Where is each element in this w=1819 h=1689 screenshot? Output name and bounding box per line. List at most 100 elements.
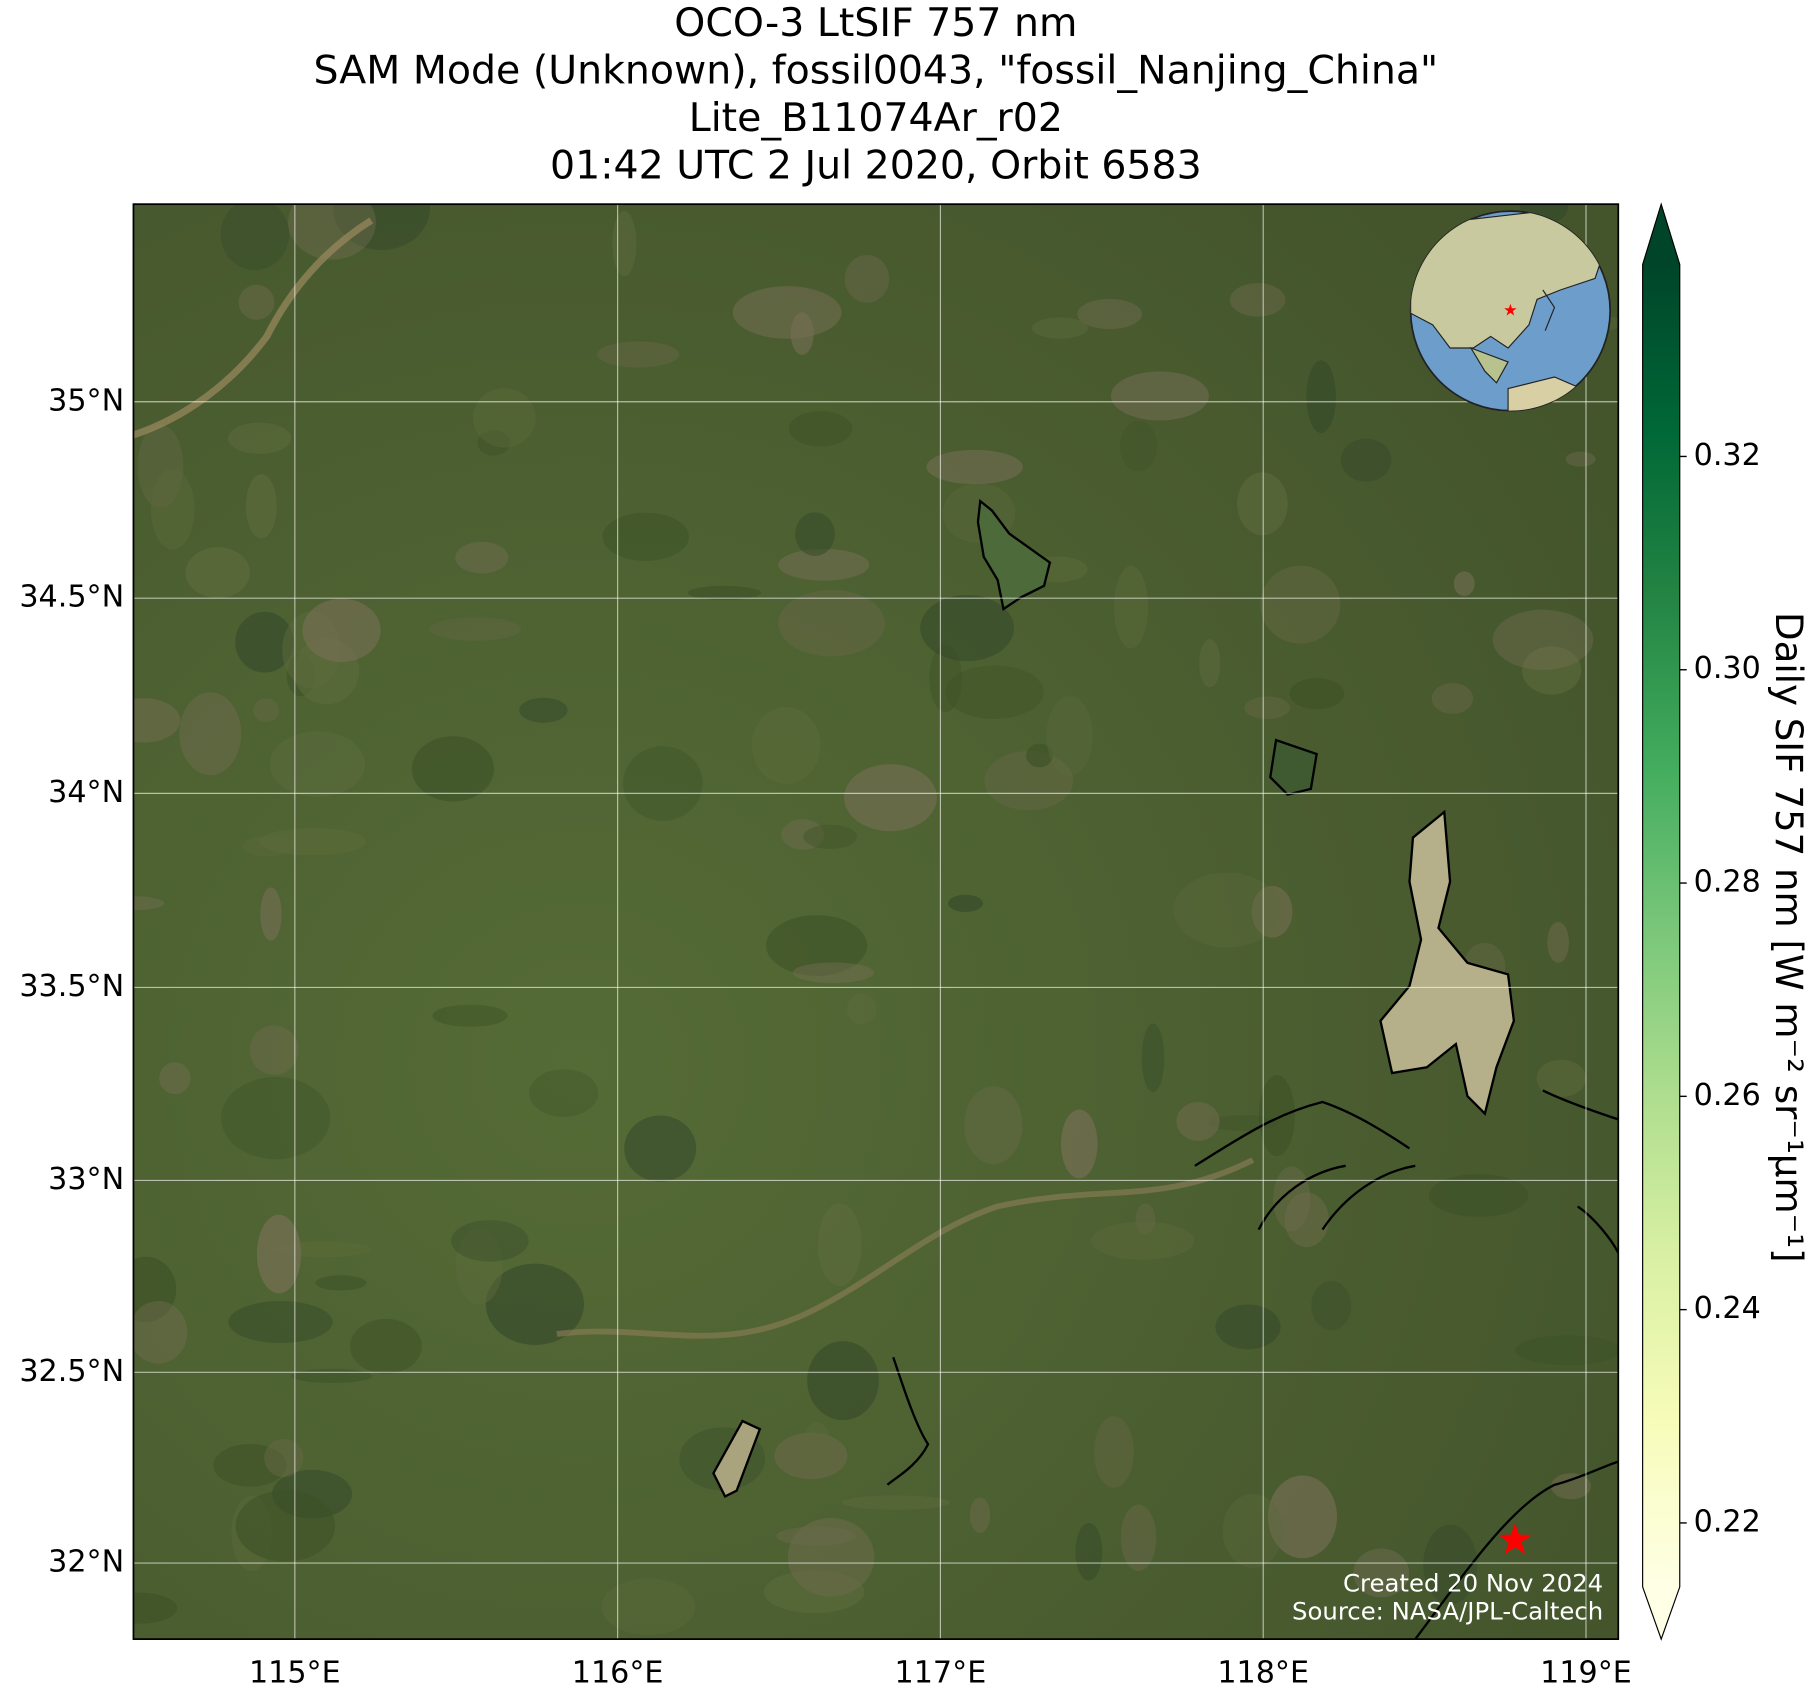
terrain-patch bbox=[159, 1062, 191, 1095]
river bbox=[556, 1157, 1255, 1339]
terrain-patch bbox=[792, 962, 875, 983]
terrain-patch bbox=[429, 617, 522, 641]
globe-inset: ★ bbox=[1409, 210, 1612, 412]
terrain-patch bbox=[807, 1341, 879, 1421]
lake-outline bbox=[886, 1356, 930, 1486]
terrain-patch bbox=[302, 598, 381, 662]
terrain-patch bbox=[242, 836, 297, 857]
terrain-patch bbox=[213, 1444, 287, 1487]
terrain-patch bbox=[1077, 298, 1143, 330]
terrain-patch bbox=[260, 887, 282, 941]
terrain-patch bbox=[259, 828, 367, 856]
terrain-patch bbox=[1046, 695, 1093, 776]
terrain-patch bbox=[846, 993, 877, 1025]
globe-land bbox=[1469, 346, 1509, 384]
terrain-patch bbox=[817, 1203, 862, 1286]
terrain-patch bbox=[350, 1318, 422, 1374]
terrain-patch bbox=[1173, 872, 1281, 948]
terrain-patch bbox=[781, 819, 825, 850]
terrain-patch bbox=[185, 547, 251, 599]
credit: Created 20 Nov 2024 bbox=[1343, 1569, 1603, 1598]
colorbar-extend-max bbox=[1642, 204, 1680, 265]
terrain-patch bbox=[1515, 1335, 1619, 1366]
terrain-patch bbox=[841, 1495, 950, 1510]
terrain-patch bbox=[1431, 683, 1474, 714]
terrain-patch bbox=[601, 1578, 696, 1635]
terrain-patch bbox=[133, 1300, 188, 1364]
river bbox=[133, 217, 374, 439]
terrain-patch bbox=[245, 474, 277, 539]
terrain-patch bbox=[133, 698, 181, 743]
terrain-patch bbox=[133, 1592, 178, 1624]
river-outline bbox=[1414, 1089, 1619, 1640]
terrain-patch bbox=[778, 590, 885, 657]
terrain-patch bbox=[765, 915, 868, 976]
terrain-patch bbox=[1031, 317, 1088, 339]
colorbar-tick-label: 0.32 bbox=[1694, 438, 1761, 473]
terrain-patch bbox=[1141, 1023, 1165, 1093]
terrain-patch bbox=[411, 736, 495, 802]
terrain-patch bbox=[964, 1086, 1023, 1165]
terrain-patch bbox=[984, 750, 1074, 811]
terrain-patch bbox=[1215, 1304, 1281, 1350]
terrain-patch bbox=[1135, 1203, 1156, 1235]
terrain-patch bbox=[803, 824, 857, 849]
terrain-patch bbox=[802, 1422, 832, 1471]
terrain-patch bbox=[1492, 609, 1594, 670]
terrain-patch bbox=[1273, 1166, 1311, 1231]
x-tick-label: 118°E bbox=[1217, 1655, 1309, 1689]
terrain-patch bbox=[948, 894, 983, 913]
terrain-patch bbox=[945, 665, 1044, 719]
terrain-patch bbox=[133, 896, 165, 911]
terrain-patch bbox=[288, 204, 376, 260]
terrain-patch bbox=[1176, 1101, 1220, 1141]
map-area: ★ bbox=[133, 204, 1619, 1640]
terrain-patch bbox=[1306, 360, 1336, 434]
terrain-patch bbox=[1340, 438, 1392, 482]
terrain-patch bbox=[1423, 1524, 1478, 1605]
x-tick-label: 115°E bbox=[249, 1655, 341, 1689]
map-frame bbox=[132, 203, 1620, 1640]
terrain-patch bbox=[1229, 283, 1286, 317]
river-outline bbox=[1194, 1100, 1416, 1231]
terrain-patch bbox=[602, 512, 690, 561]
terrain-patch bbox=[519, 697, 568, 723]
x-tick-label: 117°E bbox=[895, 1655, 987, 1689]
terrain-patch bbox=[1353, 1548, 1410, 1598]
y-tick-label: 33°N bbox=[48, 1162, 124, 1197]
lake bbox=[712, 1419, 762, 1498]
terrain-patch bbox=[844, 254, 890, 303]
chart-title: SAM Mode (Unknown), fossil0043, "fossil_… bbox=[314, 48, 1439, 94]
terrain-patch bbox=[624, 1115, 697, 1182]
terrain-patch bbox=[133, 1256, 177, 1323]
target-marker bbox=[1498, 1522, 1532, 1555]
terrain-patch bbox=[253, 698, 280, 723]
y-tick-label: 32.5°N bbox=[19, 1354, 124, 1389]
terrain-patch bbox=[1547, 921, 1570, 963]
terrain-patch bbox=[1026, 743, 1053, 768]
terrain-patch bbox=[137, 424, 184, 509]
lake bbox=[1269, 738, 1318, 796]
terrain-patch bbox=[790, 312, 814, 355]
y-tick-label: 34.5°N bbox=[19, 580, 124, 615]
terrain-patch bbox=[269, 731, 365, 797]
terrain-patch bbox=[1222, 1493, 1283, 1568]
terrain-patch bbox=[1091, 1221, 1195, 1260]
terrain-patch bbox=[235, 1490, 336, 1562]
terrain-patch bbox=[220, 204, 290, 271]
terrain-patch bbox=[472, 387, 536, 448]
terrain-patch bbox=[432, 1004, 508, 1027]
terrain-patch bbox=[1453, 571, 1475, 596]
y-tick-label: 32°N bbox=[48, 1545, 124, 1580]
satellite-background bbox=[133, 204, 1619, 1640]
terrain-patch bbox=[455, 541, 509, 574]
terrain-patch bbox=[485, 1263, 584, 1345]
colorbar-extend-min bbox=[1642, 1586, 1680, 1640]
terrain-patch bbox=[1119, 420, 1158, 472]
terrain-patch bbox=[249, 1025, 299, 1075]
terrain-patch bbox=[844, 764, 937, 832]
terrain-patch bbox=[227, 422, 292, 454]
lake-luoma bbox=[976, 498, 1052, 611]
terrain-patch bbox=[1199, 639, 1221, 688]
